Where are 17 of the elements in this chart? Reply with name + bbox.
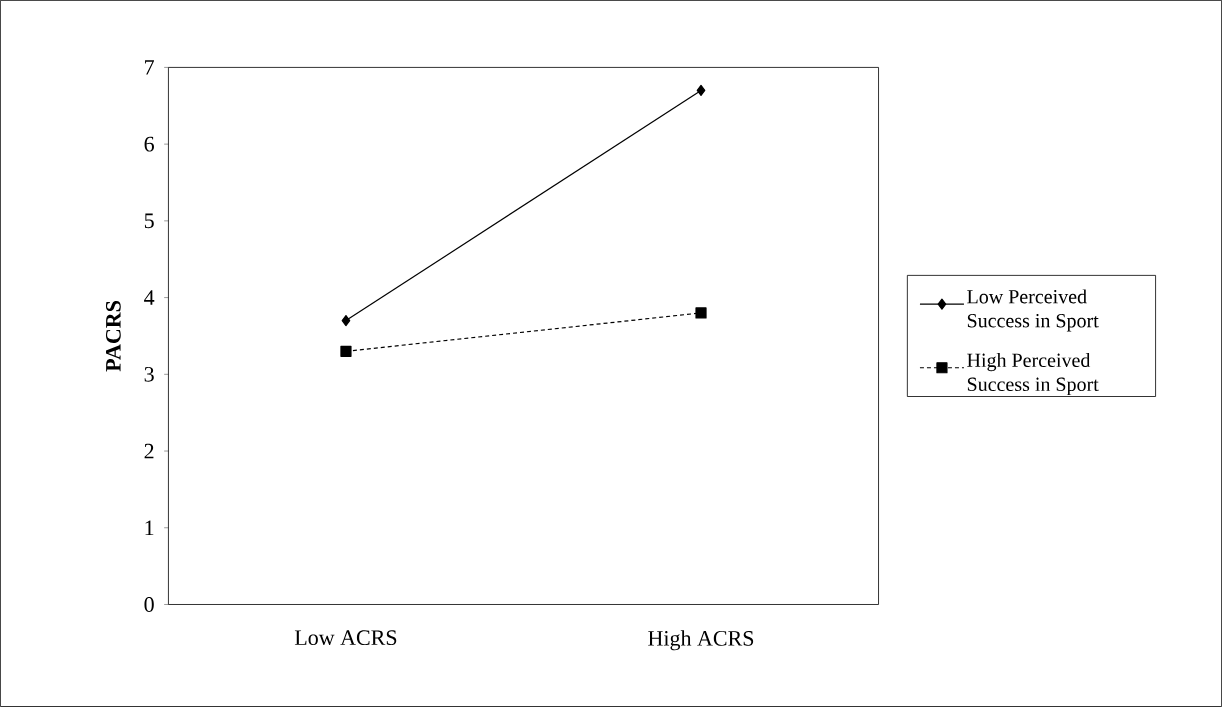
- point: [695, 307, 707, 319]
- y-tick-label: 1: [145, 520, 154, 536]
- x-tick-label: High ACRS: [648, 630, 754, 651]
- y-tick-label: 7: [145, 60, 154, 75]
- point: [696, 84, 706, 97]
- y-tick-label: 3: [144, 366, 154, 382]
- x-tick-label: Low ACRS: [294, 630, 397, 646]
- point: [340, 345, 352, 357]
- y-tick-label: 6: [144, 136, 154, 152]
- legend-label: Low Perceived Success in Sport: [967, 289, 1099, 332]
- y-axis-title: PACRS: [105, 301, 121, 372]
- point: [341, 315, 351, 327]
- y-tick-label: 0: [144, 597, 154, 612]
- y-tick-label: 5: [144, 213, 154, 229]
- legend-label: High Perceived Success in Sport: [967, 353, 1099, 396]
- y-tick-label: 4: [144, 290, 155, 305]
- y-tick-label: 2: [144, 443, 154, 459]
